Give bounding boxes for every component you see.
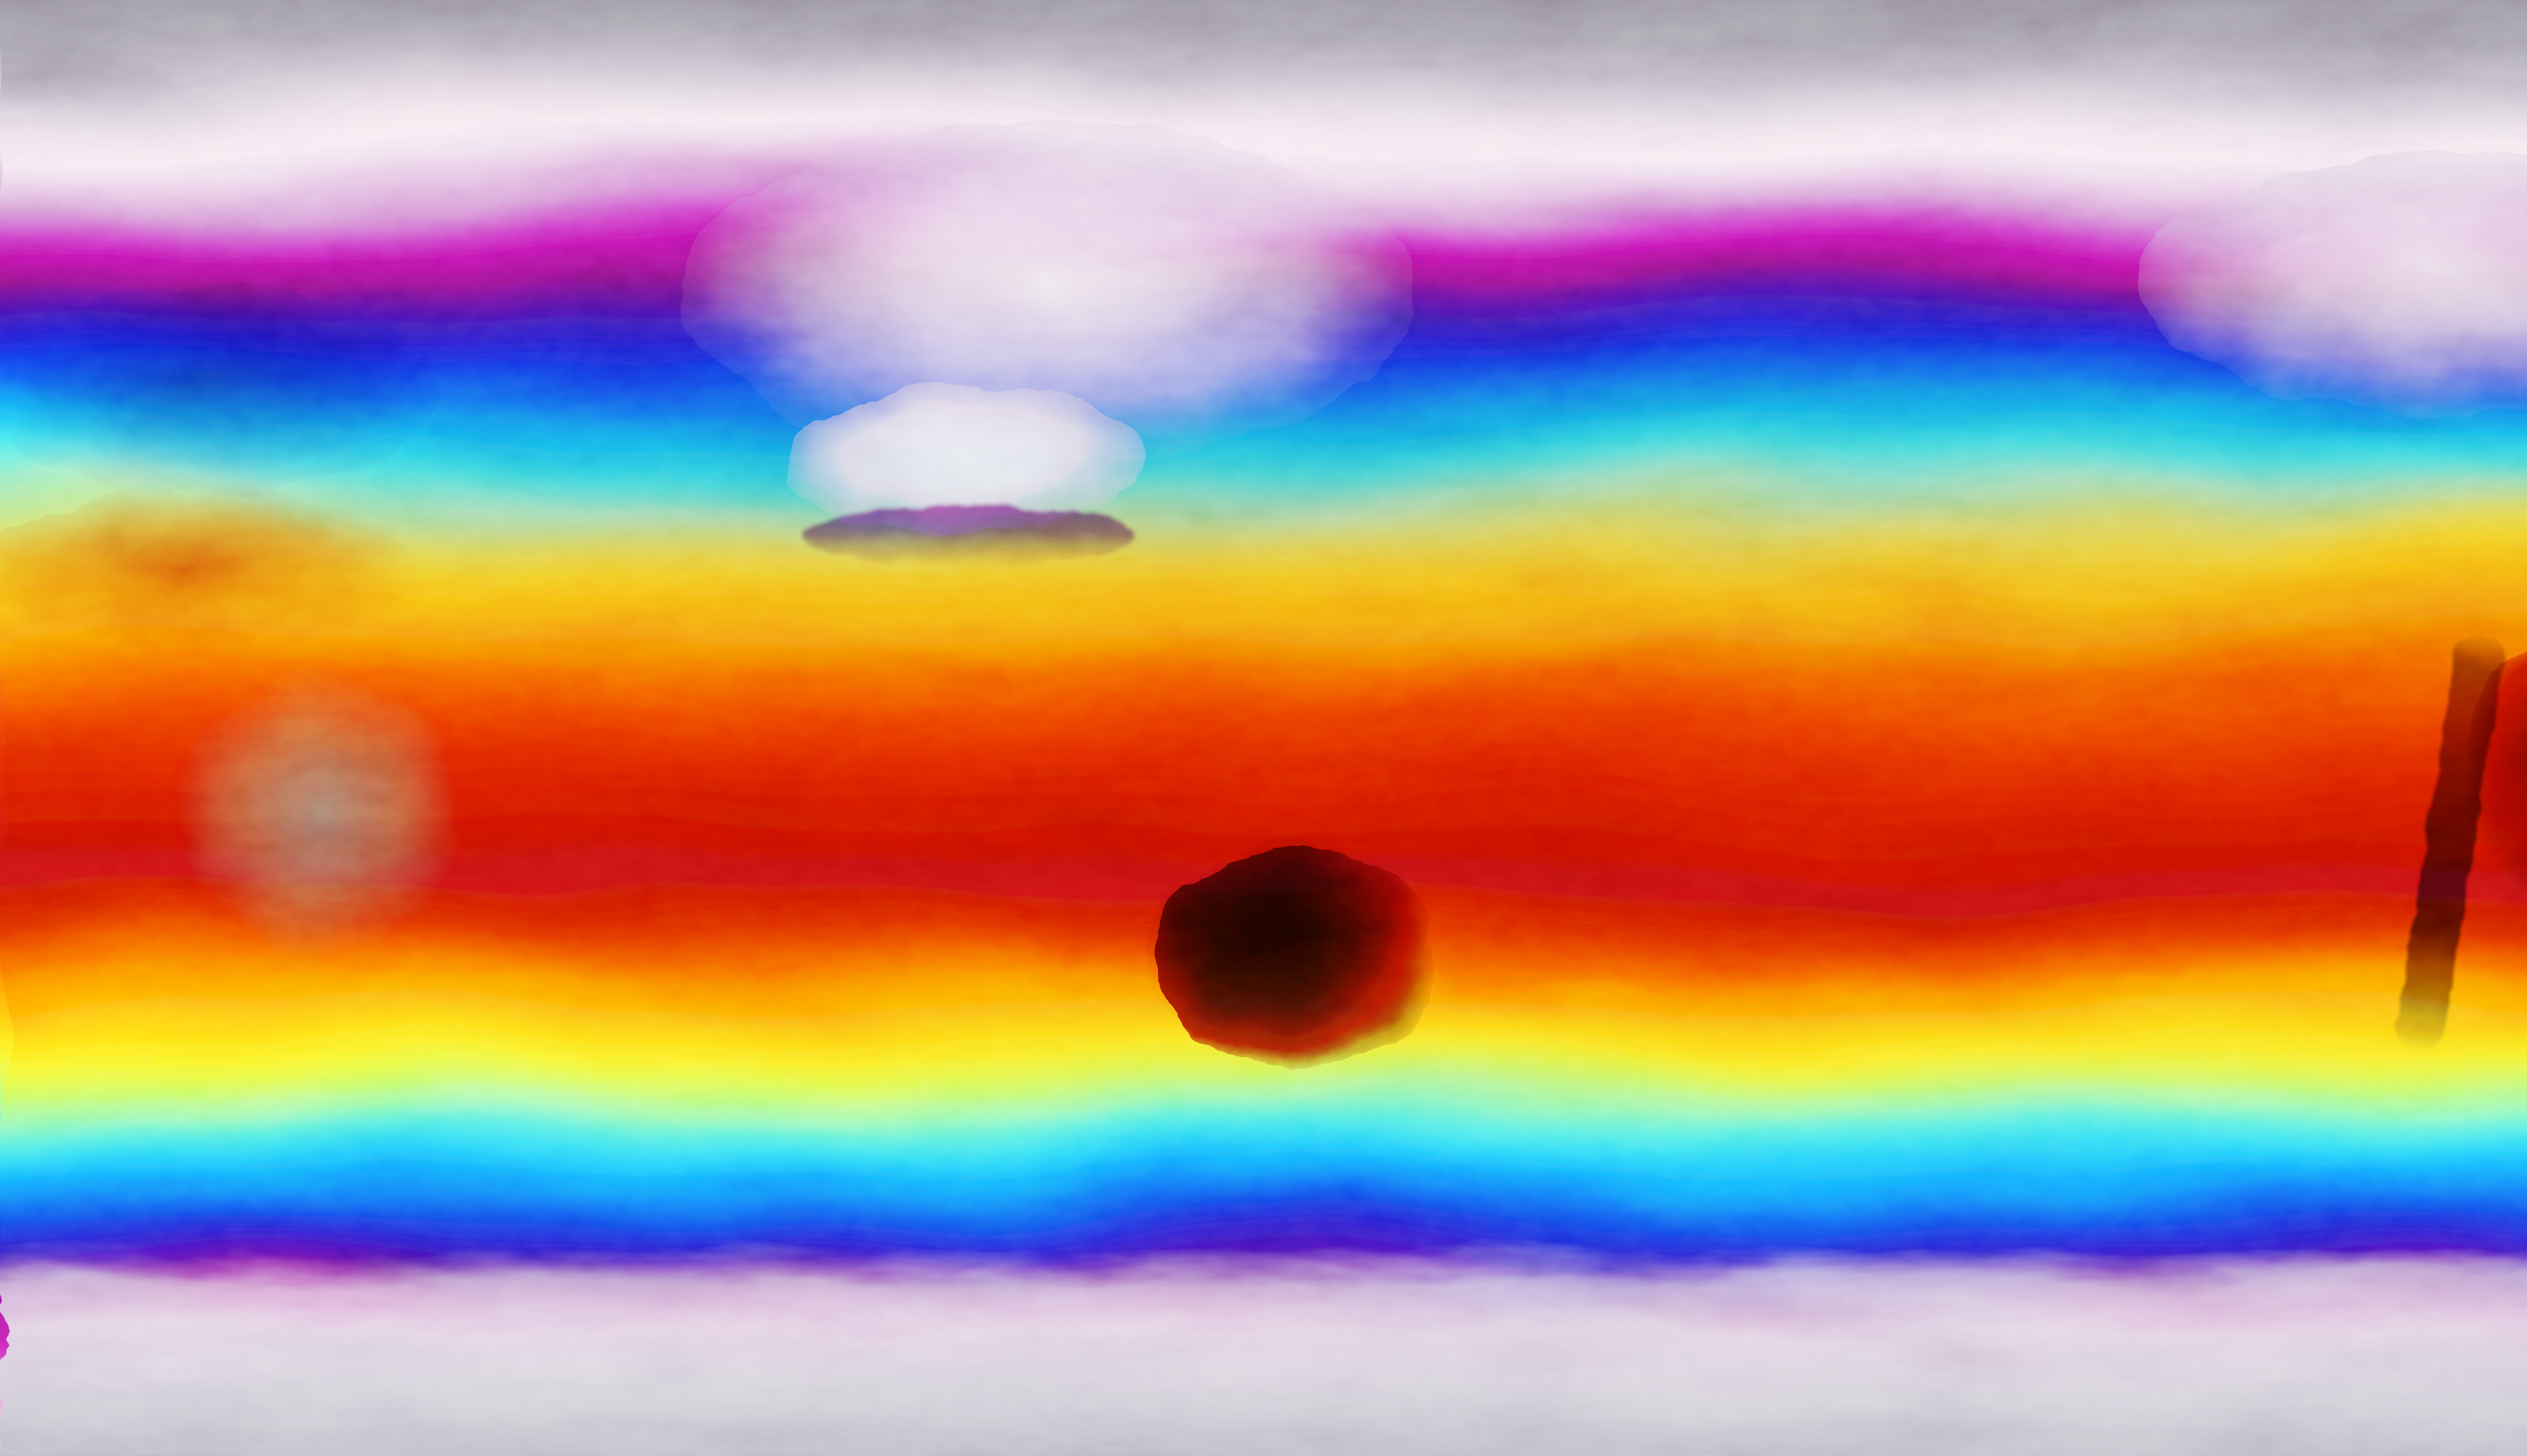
region-southern-africa xyxy=(167,667,490,980)
region-australia xyxy=(1157,849,1440,1066)
region-sahara xyxy=(0,485,435,652)
region-himalaya xyxy=(804,505,1137,566)
region-europe xyxy=(0,283,435,495)
region-antarctica xyxy=(0,1248,2527,1456)
